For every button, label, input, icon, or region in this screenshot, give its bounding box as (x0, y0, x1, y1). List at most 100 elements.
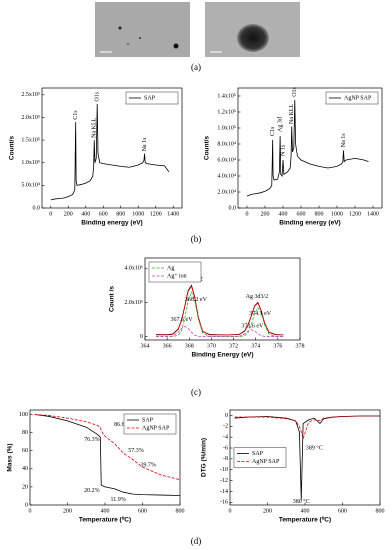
legend-box (123, 413, 177, 435)
legend-label: SAP (144, 95, 156, 101)
legend: SAP (125, 91, 179, 105)
annotation: Ag 3d3/2 (246, 294, 269, 300)
y-tick-label: 2.0x10⁴ (217, 189, 236, 195)
x-tick-label: 800 (315, 211, 324, 217)
y-tick-label: 100 (19, 412, 28, 418)
legend-label: AgNP SAP (344, 95, 372, 101)
legend-label: Ag⁺ ion (167, 272, 187, 279)
x-tick-label: 0 (246, 211, 249, 217)
plot-frame (237, 87, 383, 209)
x-tick-label: 1000 (132, 211, 144, 217)
x-tick-label: 200 (63, 508, 72, 514)
y-axis-label: Count/s (204, 136, 211, 161)
tem-image-left (95, 2, 190, 57)
y-tick-label: 4.0x10⁴ (217, 173, 236, 179)
data-line (246, 99, 369, 197)
x-tick-label: 376 (273, 343, 282, 349)
y-tick-label: 5.0x10⁴ (21, 183, 40, 189)
legend: SAP AgNP SAP (233, 447, 287, 468)
y-axis-label: Count/s (9, 136, 16, 161)
y-tick-label: 1.0x10⁵ (21, 160, 40, 166)
y-tick-label: 0.0 (229, 205, 237, 211)
data-line (34, 414, 181, 481)
x-axis-label: Binding energy (eV) (81, 220, 142, 227)
plot-frame (144, 257, 301, 341)
data-line (156, 291, 284, 337)
y-tick-label: 40 (22, 466, 28, 472)
x-tick-label: 364 (141, 343, 150, 349)
y-axis-label: Mass (%) (7, 443, 14, 471)
x-tick-label: 0 (49, 211, 52, 217)
legend-box (233, 447, 287, 468)
y-tick-label: 0 (25, 502, 28, 508)
y-tick-label: 1.5x10⁵ (21, 137, 40, 143)
annotation: 373.6 eV (241, 324, 264, 330)
annotation: 380 °C (293, 498, 310, 505)
panel-label: (b) (191, 234, 202, 244)
x-tick-label: 400 (301, 508, 310, 514)
annotation: 57.3% (128, 448, 144, 454)
annotation: C1s (73, 110, 79, 120)
data-line (34, 414, 181, 496)
plot-frame (41, 87, 183, 209)
annotation: C1s (270, 126, 276, 136)
x-tick-label: 1000 (331, 211, 343, 217)
y-tick-label: 1.4x10⁵ (217, 93, 236, 99)
x-tick-label: 200 (261, 211, 270, 217)
x-tick-label: 800 (176, 508, 185, 514)
x-tick-label: 1200 (349, 211, 361, 217)
annotation: 389 °C (306, 444, 323, 451)
annotation: O1s (95, 91, 101, 101)
x-tick-label: 800 (376, 508, 385, 514)
x-tick-label: 200 (64, 211, 73, 217)
panel-label: (c) (191, 387, 201, 397)
y-tick-label: 2.0x10⁵ (21, 115, 40, 121)
annotation: Na KLL (289, 104, 295, 124)
x-tick-label: 0 (29, 508, 32, 514)
legend-label: AgNP SAP (142, 425, 170, 431)
legend-label: AgNP SAP (252, 459, 280, 465)
y-tick-label: 60 (22, 448, 28, 454)
annotation: N 1s (280, 144, 286, 156)
y-axis-label: Count /s (109, 286, 116, 312)
x-axis-label: Temperature (⁰C) (79, 516, 131, 524)
x-tick-label: 1200 (150, 211, 162, 217)
y-tick-label: 20 (22, 484, 28, 490)
legend: SAP AgNP SAP (123, 413, 177, 435)
annotation: 76.3% (84, 437, 100, 443)
data-line (234, 415, 380, 500)
legend-label: SAP (252, 451, 264, 457)
legend-box (325, 91, 379, 105)
y-tick-label: -8 (223, 456, 228, 462)
y-tick-label: -14 (220, 489, 228, 495)
x-tick-label: 800 (116, 211, 125, 217)
legend-box (148, 261, 202, 283)
y-tick-label: 0 (225, 413, 228, 419)
annotation: 367.6 eV (171, 317, 194, 323)
annotation: 86.6% (114, 422, 130, 428)
x-tick-label: 378 (296, 343, 305, 349)
y-tick-label: -4 (223, 435, 228, 441)
y-tick-label: 6.0x10⁴ (217, 157, 236, 163)
y-tick-label: -16 (220, 500, 228, 506)
y-tick-label: 80 (22, 430, 28, 436)
x-axis-label: Binding Energy (eV) (191, 352, 253, 359)
x-tick-label: 400 (279, 211, 288, 217)
data-line (156, 285, 284, 336)
tem-image-right (205, 2, 300, 57)
annotation: Na 1s (341, 133, 347, 147)
y-tick-label: -10 (220, 467, 228, 473)
annotation: 11.9% (110, 497, 125, 503)
data-line (234, 415, 380, 441)
panel-label: (a) (191, 62, 201, 72)
panel-label: (d) (191, 536, 202, 546)
annotation: 374.1 eV (249, 311, 272, 317)
y-tick-label: 0 (140, 334, 143, 340)
y-tick-label: 2.0x10⁶ (124, 300, 143, 306)
y-tick-label: 1.0x10⁵ (217, 125, 236, 131)
y-tick-label: 1.2x10⁵ (217, 109, 236, 115)
x-tick-label: 400 (101, 508, 110, 514)
legend-label: SAP (142, 417, 154, 423)
